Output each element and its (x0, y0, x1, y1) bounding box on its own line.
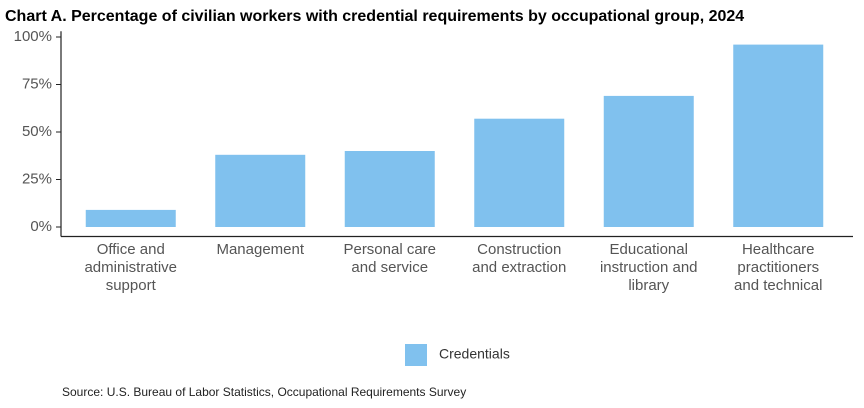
bar (603, 95, 694, 228)
chart-title: Chart A. Percentage of civilian workers … (5, 8, 744, 25)
legend-swatch (405, 344, 427, 366)
y-tick-label: 25% (22, 170, 52, 187)
y-tick-label: 50% (22, 123, 52, 140)
x-tick-label: Personal care and service (343, 241, 437, 276)
y-tick-label: 0% (30, 218, 52, 235)
bar (344, 151, 435, 227)
bar (85, 209, 176, 227)
source-note: Source: U.S. Bureau of Labor Statistics,… (62, 385, 466, 399)
bar (215, 154, 306, 227)
x-tick-label: Educational instruction and library (599, 241, 698, 294)
bar (474, 118, 565, 227)
y-tick-label: 100% (14, 28, 52, 45)
x-tick-label: Construction and extraction (472, 241, 567, 276)
x-tick-label: Management (216, 241, 305, 258)
y-tick-label: 75% (22, 75, 52, 92)
bar (733, 44, 824, 227)
x-tick-label: Office and administrative support (84, 241, 178, 294)
legend-label: Credentials (439, 346, 510, 362)
x-tick-label: Healthcare practitioners and technical (734, 241, 823, 294)
